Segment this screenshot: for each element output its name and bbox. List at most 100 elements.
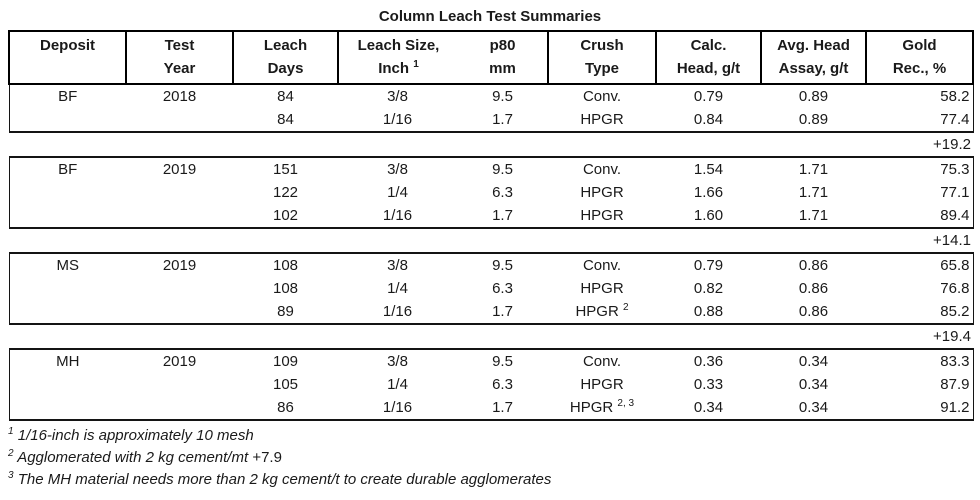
cell-days: 151: [233, 156, 338, 181]
cell-deposit: MH: [8, 348, 126, 373]
cell-calc-head: 0.34: [656, 396, 761, 421]
cell-deposit: [8, 181, 126, 204]
cell-size: 3/8: [338, 252, 457, 277]
cell-p80: 9.5: [457, 252, 548, 277]
cell-days: 102: [233, 204, 338, 229]
header-p80: p80 mm: [458, 34, 547, 80]
cell-calc-head: 0.33: [693, 376, 724, 393]
cell-calc-head: 1.60: [656, 204, 761, 229]
cell-gold-rec: 77.1: [866, 181, 974, 204]
cell-deposit: [8, 373, 126, 396]
cell-crush: HPGR: [548, 204, 656, 229]
header-line: Leach Size,: [357, 37, 440, 54]
summary-section: +19.2: [9, 132, 973, 157]
data-row: BF 2018 84 3/8 9.5 Conv. 0.79 0.89 58.2: [8, 83, 974, 108]
cell-avg-head: 1.71: [761, 156, 866, 181]
footnote-text: Agglomerated with 2 kg cement/mt: [17, 449, 249, 466]
cell-calc-head: 1.54: [656, 156, 761, 181]
cell-size: 1/4: [387, 280, 408, 297]
cell-size: 3/8: [338, 348, 457, 373]
header-line: Leach: [263, 37, 308, 54]
header-crush-type: Crush Type: [547, 30, 657, 85]
cell-days: 89: [233, 300, 338, 325]
cell-p80: 1.7: [457, 108, 548, 133]
cell-size: 1/16: [338, 204, 457, 229]
summary-recovery-delta: +19.4: [933, 328, 971, 345]
cell-gold-rec: 76.8: [866, 277, 974, 300]
cell-deposit: BF: [8, 83, 126, 108]
cell-gold-rec: 91.2: [866, 396, 974, 421]
header-line: Days: [267, 60, 304, 77]
cell-avg-head: 0.89: [761, 108, 866, 133]
header-test-year: Test Year: [125, 30, 234, 85]
footnote-text: 1/16-inch is approximately 10 mesh: [17, 427, 254, 444]
cell-crush: HPGR: [580, 184, 624, 201]
cell-days: 108: [272, 280, 299, 297]
cell-gold-rec: 89.4: [866, 204, 974, 229]
cell-avg-head: 1.71: [761, 204, 866, 229]
header-line: Assay, g/t: [778, 60, 849, 77]
summary-row: +19.2: [9, 132, 973, 157]
cell-days: 86: [233, 396, 338, 421]
cell-deposit: [8, 204, 126, 229]
group-BF-2019: BF 2019 151 3/8 9.5 Conv. 1.54 1.71 75.3 122 1/4 6.…: [8, 156, 974, 229]
data-row: 105 1/4 6.3 HPGR 0.33 0.34 87.9: [8, 373, 974, 396]
footnote-2: 2 Agglomerated with 2 kg cement/mt +7.9: [8, 447, 980, 469]
cell-calc-head: 0.79: [656, 83, 761, 108]
group-BF-2018: BF 2018 84 3/8 9.5 Conv. 0.79 0.89 58.2 84 1/16 1.7…: [8, 83, 974, 133]
cell-year: [126, 373, 233, 396]
header-line: mm: [489, 60, 516, 77]
header-gold-rec: Gold Rec., %: [865, 30, 974, 85]
summary-section: +19.4: [9, 324, 973, 349]
cell-gold-rec: 65.8: [866, 252, 974, 277]
cell-year: 2019: [126, 348, 233, 373]
cell-year: 2019: [126, 156, 233, 181]
cell-avg-head: 0.34: [798, 376, 829, 393]
cell-calc-head: 0.88: [656, 300, 761, 325]
cell-avg-head: 1.71: [798, 184, 829, 201]
summary-recovery-delta: +19.2: [933, 136, 971, 153]
cell-p80: 1.7: [457, 204, 548, 229]
cell-p80: 9.5: [457, 83, 548, 108]
cell-days: 122: [272, 184, 299, 201]
cell-year: 2018: [126, 83, 233, 108]
header-row: Deposit Test Year Leach Days Leach Size,…: [8, 30, 974, 85]
cell-p80: 6.3: [492, 280, 513, 297]
cell-days: 84: [233, 83, 338, 108]
cell-avg-head: 0.34: [761, 396, 866, 421]
cell-year: [126, 300, 233, 325]
header-avg-head-assay: Avg. Head Assay, g/t: [760, 30, 867, 85]
cell-avg-head: 0.89: [761, 83, 866, 108]
cell-calc-head: 1.66: [693, 184, 724, 201]
cell-p80: 1.7: [457, 300, 548, 325]
cell-p80: 6.3: [492, 376, 513, 393]
footnote-marker: 1: [8, 426, 14, 437]
cell-avg-head: 0.34: [761, 348, 866, 373]
cell-calc-head: 0.82: [693, 280, 724, 297]
header-line: Type: [585, 60, 619, 77]
cell-year: [126, 181, 233, 204]
data-row: MS 2019 108 3/8 9.5 Conv. 0.79 0.86 65.8: [8, 252, 974, 277]
header-line: Deposit: [39, 37, 95, 54]
cell-p80: 9.5: [457, 156, 548, 181]
summary-section: +14.1: [9, 228, 973, 253]
cell-crush: HPGR: [548, 108, 656, 133]
cell-avg-head: 0.86: [761, 252, 866, 277]
cell-year: [126, 396, 233, 421]
footnote-1: 1 1/16-inch is approximately 10 mesh: [8, 425, 980, 447]
footnote-ref-1: 1: [413, 59, 419, 70]
cell-year: [126, 204, 233, 229]
summary-recovery-delta: +14.1: [933, 232, 971, 249]
cell-gold-rec: 83.3: [866, 348, 974, 373]
summary-row: +14.1: [9, 228, 973, 253]
data-row: 89 1/16 1.7 HPGR 2 0.88 0.86 85.2: [8, 300, 974, 325]
header-size-p80-merged: Leach Size, Inch 1 p80 mm: [337, 30, 549, 85]
footnote-marker: 3: [8, 470, 14, 481]
cell-p80: 9.5: [457, 348, 548, 373]
table-title: Column Leach Test Summaries: [378, 8, 602, 25]
cell-size: 1/4: [387, 376, 408, 393]
cell-crush: Conv.: [548, 348, 656, 373]
cell-size: 1/16: [338, 396, 457, 421]
summary-row: +19.4: [9, 324, 973, 349]
